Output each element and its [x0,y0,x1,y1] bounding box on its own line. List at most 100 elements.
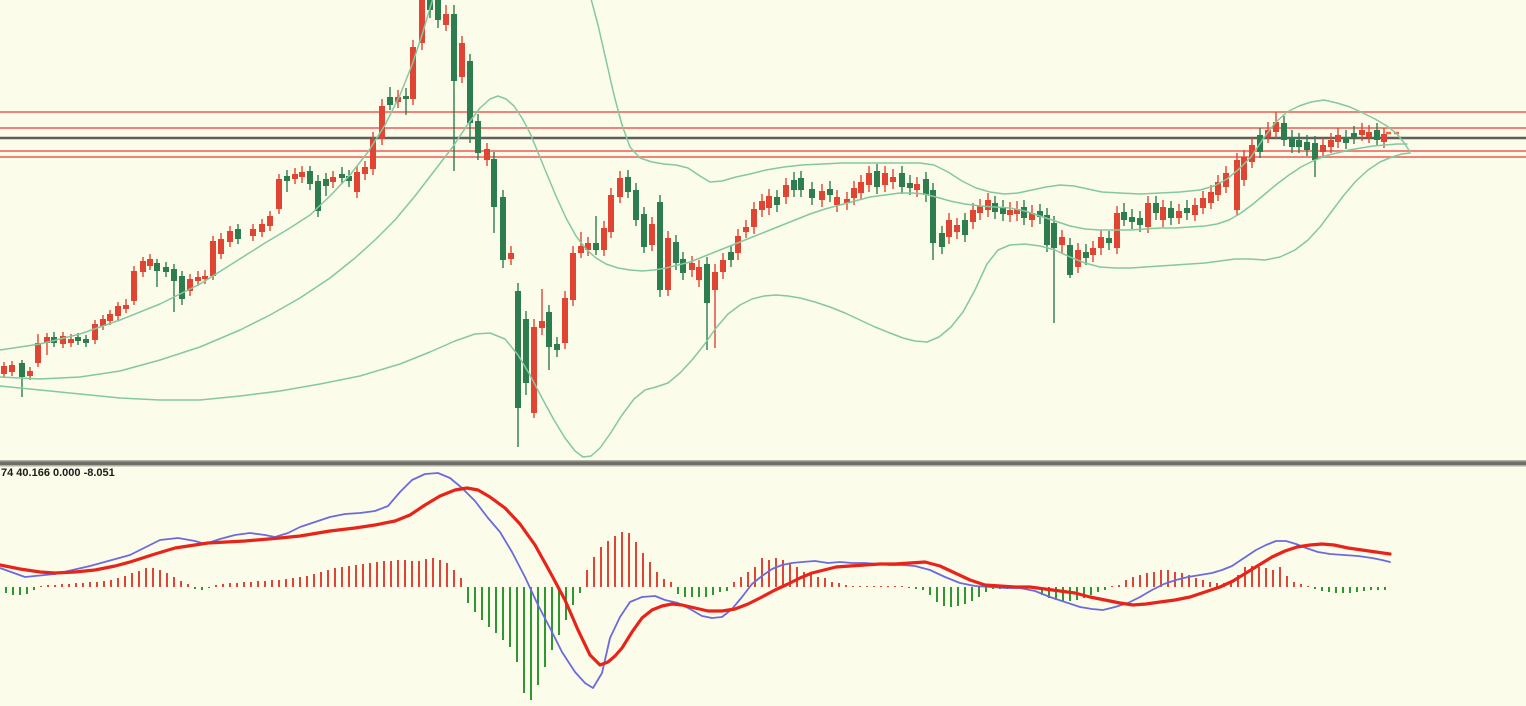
candle [665,238,671,290]
candle [467,61,473,123]
candle [1215,182,1221,195]
candle [1014,209,1020,214]
divider-bar [0,461,1526,465]
candle [712,272,718,290]
candle [100,319,106,326]
candle [890,177,896,182]
candle [798,178,804,190]
candle [1051,223,1057,248]
candle [19,363,25,377]
candle [92,324,98,340]
candle [1381,134,1387,142]
candle [1176,211,1182,218]
candle [970,210,976,222]
candle [195,277,201,281]
candle [907,183,913,188]
candle [508,253,514,259]
candle [491,159,497,207]
candle [1075,250,1081,267]
candle [1098,237,1104,248]
macd-fast-line [0,472,1391,689]
candle [1090,248,1096,255]
candle [379,106,385,139]
candle [1312,143,1318,160]
candle [791,180,797,190]
candle [1374,130,1380,140]
macd-slow-line [0,486,1392,667]
candle [210,241,216,276]
candle [735,236,741,253]
candle [1200,198,1206,208]
candle [680,259,686,273]
candle [914,184,920,190]
candle [704,264,710,303]
candle [250,229,256,236]
candle [617,178,623,197]
candle [1067,245,1073,275]
candle [585,243,591,250]
candle [171,269,177,281]
candle [570,253,576,300]
candle [370,139,376,169]
candle [515,291,521,408]
candle [743,227,749,232]
candle [1184,208,1190,213]
candle [227,231,233,242]
candle [1320,145,1326,152]
candle [633,190,639,220]
candle [1366,132,1372,137]
candle [1208,192,1214,203]
candle [44,337,50,343]
candle [1281,123,1287,140]
candle [330,177,336,182]
candle [819,191,825,200]
candle [874,171,880,187]
candle [1296,140,1302,147]
candle [292,174,298,179]
candle [720,260,726,272]
candle [539,321,545,328]
candle [1289,137,1295,147]
candle [1168,208,1174,218]
candle [657,202,663,290]
candle [696,267,702,280]
candle [60,336,66,344]
candle [985,200,991,210]
candle [154,263,160,271]
candle [866,173,872,185]
candle [977,206,983,213]
candle [1304,142,1310,150]
candle [451,14,457,81]
candle [187,279,193,291]
candle [459,43,465,77]
candle [284,176,290,181]
candle [641,214,647,247]
candle [267,216,273,226]
candle [858,182,864,193]
candle [834,197,840,205]
candle [1129,217,1135,222]
indicator-panel [0,472,1392,700]
candle [1044,215,1050,245]
candle [1,366,7,374]
candle [1234,160,1240,210]
candle [578,246,584,253]
indicator-readout: 74 40.166 0.000 -8.051 [1,467,115,479]
candle [689,263,695,270]
candle [523,319,529,383]
candle [443,14,449,25]
candle [27,371,33,376]
candle [554,344,560,350]
candles-group [1,0,1387,447]
candle [35,343,41,363]
candle [218,239,224,254]
candle [354,172,360,192]
divider-edge [0,460,1526,462]
candle [83,339,89,343]
candle [1351,133,1357,138]
candle [75,337,81,341]
candle [299,172,305,177]
